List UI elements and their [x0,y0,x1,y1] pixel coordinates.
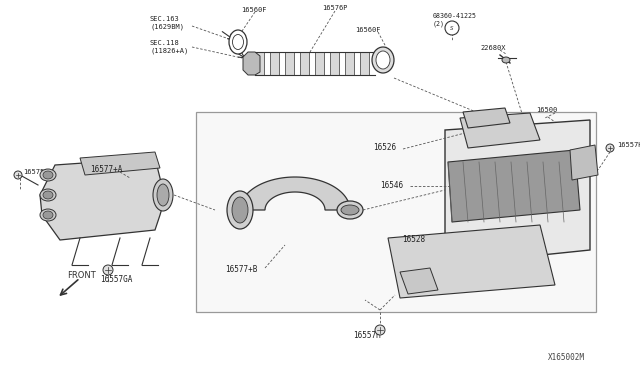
Ellipse shape [372,47,394,73]
Ellipse shape [43,191,53,199]
Text: 16575F: 16575F [23,169,49,175]
Bar [255,52,264,75]
Ellipse shape [103,265,113,275]
Text: X165002M: X165002M [548,353,585,362]
Polygon shape [460,113,540,148]
Ellipse shape [153,179,173,211]
Ellipse shape [232,35,243,49]
Text: 16546: 16546 [380,180,403,189]
Text: 22680X: 22680X [480,45,506,51]
Text: 08360-41225
(2): 08360-41225 (2) [433,13,477,27]
Polygon shape [400,268,438,294]
Text: 16557H: 16557H [617,142,640,148]
Text: 16526: 16526 [373,144,396,153]
Text: 16577+B: 16577+B [225,266,257,275]
Polygon shape [445,120,590,265]
Ellipse shape [502,57,510,63]
Polygon shape [448,150,580,222]
Ellipse shape [376,51,390,69]
Text: 16577+A: 16577+A [90,166,122,174]
Polygon shape [570,145,598,180]
Text: SEC.163
(1629BM): SEC.163 (1629BM) [150,16,184,30]
Polygon shape [240,177,350,210]
Bar [270,52,279,75]
Ellipse shape [40,169,56,181]
Polygon shape [388,225,555,298]
Text: FRONT: FRONT [67,272,96,280]
Polygon shape [40,158,165,240]
Bar [196,112,596,312]
Bar [300,52,309,75]
Text: SEC.118
(11826+A): SEC.118 (11826+A) [150,40,188,54]
Text: 16557H: 16557H [353,330,381,340]
Ellipse shape [40,189,56,201]
Ellipse shape [445,21,459,35]
Text: 16576P: 16576P [322,5,348,11]
Ellipse shape [229,30,247,54]
Ellipse shape [43,211,53,219]
Bar [285,52,294,75]
Bar [360,52,369,75]
Ellipse shape [606,144,614,152]
Ellipse shape [43,171,53,179]
Text: 16528: 16528 [402,235,425,244]
Ellipse shape [40,209,56,221]
Ellipse shape [14,171,22,179]
Ellipse shape [375,325,385,335]
Polygon shape [80,152,160,175]
Ellipse shape [157,184,169,206]
Text: S: S [451,26,454,31]
Ellipse shape [341,205,359,215]
Text: 16560F: 16560F [241,7,266,13]
Text: 16560F: 16560F [355,27,381,33]
Text: 16500: 16500 [536,107,557,113]
Polygon shape [463,108,510,128]
Text: 16557GA: 16557GA [100,276,132,285]
Bar [315,52,324,75]
Ellipse shape [337,201,363,219]
Bar [330,52,339,75]
Ellipse shape [227,191,253,229]
Ellipse shape [232,197,248,223]
Bar [345,52,354,75]
Polygon shape [243,52,260,75]
